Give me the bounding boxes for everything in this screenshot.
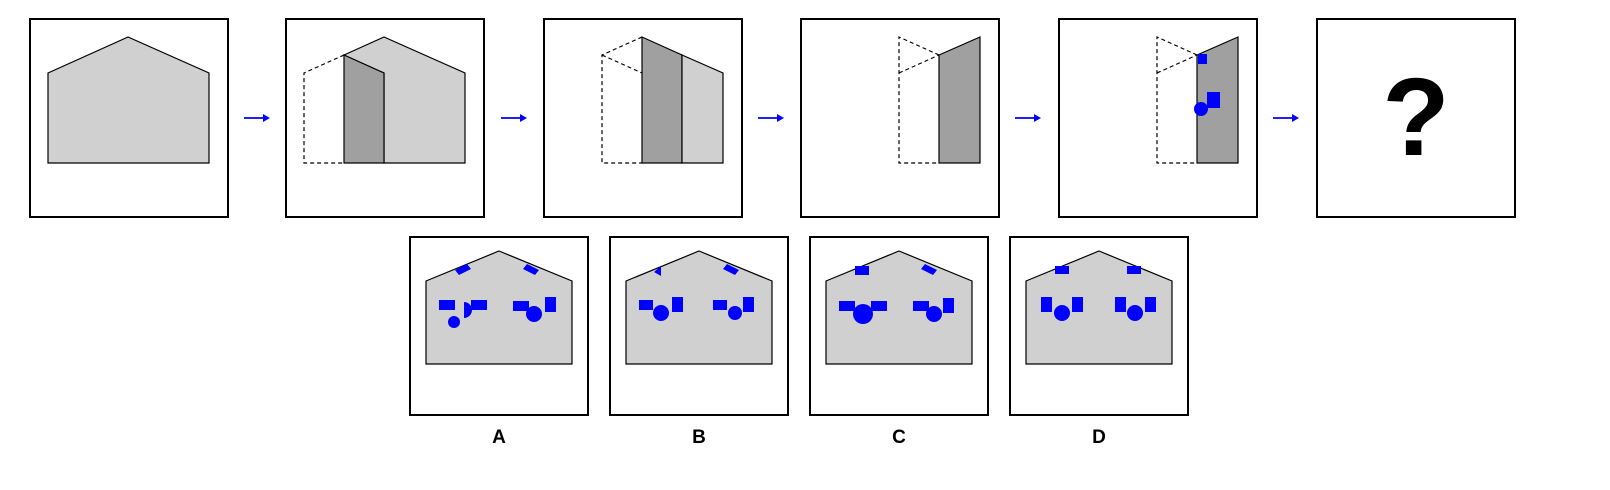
punch-square-top [1198,54,1207,64]
option-d-figure [1025,250,1173,365]
option-c-figure [825,250,973,365]
step-arrow-4 [1014,111,1042,125]
option-a-panel[interactable] [409,236,589,416]
option-d-panel[interactable] [1009,236,1189,416]
house-fold-figure-3 [898,36,981,164]
step-arrow-5 [1272,111,1300,125]
sequence-step-1 [29,18,229,218]
sequence-step-2 [285,18,485,218]
question-mark: ? [1382,56,1450,179]
option-a-figure [425,250,573,365]
option-b-panel[interactable] [609,236,789,416]
house-full-figure [47,36,210,164]
option-c-panel[interactable] [809,236,989,416]
option-b-label[interactable]: B [692,427,706,448]
sequence-step-3 [543,18,743,218]
option-c-label[interactable]: C [892,427,906,448]
punch-square-middle [1207,92,1220,108]
answer-placeholder-panel: ? [1316,18,1516,218]
house-fold-punched-figure [1156,36,1239,164]
sequence-step-5 [1058,18,1258,218]
house-fold-figure [303,36,466,164]
house-fold-figure-2 [601,36,724,164]
punch-circle [1194,102,1208,116]
sequence-step-4 [800,18,1000,218]
step-arrow-1 [243,111,271,125]
option-a-label[interactable]: A [492,427,506,448]
option-b-figure [625,250,773,365]
step-arrow-3 [757,111,785,125]
step-arrow-2 [500,111,528,125]
option-d-label[interactable]: D [1092,427,1106,448]
